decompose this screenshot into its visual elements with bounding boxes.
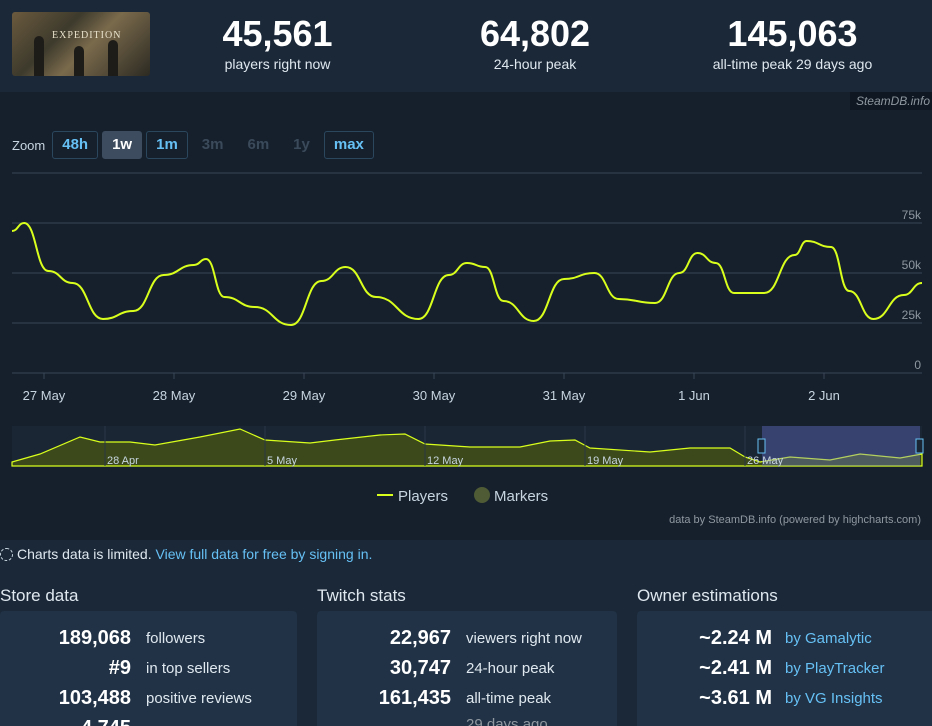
legend-markers-label[interactable]: Markers	[494, 488, 548, 505]
row-value: 189,068	[58, 627, 131, 649]
stat-all-time-peak: 145,063 all-time peak 29 days ago	[690, 13, 895, 73]
list-item: 22,967 viewers right now	[317, 627, 617, 657]
row-label: in top sellers	[146, 660, 231, 677]
zoom-6m-button[interactable]: 6m	[247, 136, 270, 153]
x-tick-label: 30 May	[413, 388, 456, 403]
steamdb-source-tag[interactable]: SteamDB.info	[849, 92, 932, 110]
stat-label: players right now	[224, 56, 331, 72]
stat-label: all-time peak 29 days ago	[712, 56, 873, 72]
list-item: 29 days ago	[317, 713, 617, 726]
x-tick-label: 28 May	[153, 388, 196, 403]
navigator-date-label: 28 Apr	[107, 455, 139, 467]
x-tick-label: 31 May	[543, 388, 586, 403]
x-tick-label: 2 Jun	[808, 388, 840, 403]
gamalytic-link[interactable]: by Gamalytic	[785, 630, 872, 647]
navigator-date-label: 26 May	[747, 455, 784, 467]
stat-current-players: 45,561 players right now	[195, 13, 360, 73]
list-item: 161,435 all-time peak	[317, 687, 617, 717]
y-tick-label: 75k	[902, 208, 922, 222]
row-value: 4,745	[81, 717, 131, 726]
row-value: 161,435	[378, 687, 451, 709]
players-series-line[interactable]	[11, 221, 923, 327]
x-tick-label: 29 May	[283, 388, 326, 403]
y-tick-label: 50k	[902, 258, 922, 272]
zoom-48h-button[interactable]: 48h	[52, 131, 99, 159]
row-label: 24-hour peak	[466, 660, 555, 677]
y-tick-label: 25k	[902, 308, 922, 322]
row-label: positive reviews	[146, 690, 252, 707]
navigator-series-area	[11, 428, 923, 467]
thumbnail-title: EXPEDITION	[52, 30, 122, 41]
game-thumbnail[interactable]: EXPEDITION	[12, 12, 150, 76]
x-tick-label: 1 Jun	[678, 388, 710, 403]
zoom-1y-button[interactable]: 1y	[293, 136, 310, 153]
zoom-3m-button[interactable]: 3m	[201, 136, 224, 153]
twitch-stats-box: 22,967 viewers right now 30,747 24-hour …	[317, 611, 617, 726]
thumbnail-figure	[74, 46, 84, 76]
loading-circle-icon	[0, 548, 13, 561]
row-label: all-time peak	[466, 690, 552, 707]
legend-markers-swatch[interactable]	[474, 487, 490, 503]
stat-label: 24-hour peak	[493, 56, 577, 72]
stat-value: 64,802	[479, 13, 591, 54]
list-item: 30,747 24-hour peak	[317, 657, 617, 687]
player-chart-panel: 75k 50k 25k 0 27 May 28 May 29 May 30 May 31 May…	[0, 92, 932, 540]
player-chart[interactable]: 75k 50k 25k 0 27 May 28 May 29 May 30 May 31 May…	[0, 92, 932, 540]
row-label: viewers right now	[466, 630, 582, 647]
charts-limited-notice: Charts data is limited. View full data f…	[0, 546, 372, 562]
navigator-left-handle[interactable]	[757, 438, 766, 454]
thumbnail-figure	[108, 40, 118, 76]
x-tick-label: 27 May	[23, 388, 66, 403]
zoom-1w-button[interactable]: 1w	[102, 131, 143, 159]
list-item: ~2.41 M by PlayTracker	[637, 657, 932, 687]
owner-estimations-title: Owner estimations	[637, 586, 778, 605]
navigator-date-label: 12 May	[427, 455, 464, 467]
sign-in-link[interactable]: View full data for free by signing in.	[155, 546, 373, 562]
stat-value: 145,063	[727, 13, 858, 54]
legend-players-label[interactable]: Players	[398, 488, 448, 505]
row-label: followers	[146, 630, 206, 647]
navigator-right-handle[interactable]	[915, 438, 924, 454]
row-value: ~2.41 M	[699, 657, 772, 679]
row-value: #9	[108, 657, 131, 679]
notice-text: Charts data is limited.	[17, 546, 156, 562]
row-value: 30,747	[389, 657, 451, 679]
navigator-selection[interactable]	[762, 426, 920, 466]
row-value: ~2.24 M	[699, 627, 772, 649]
owner-estimations-box: ~2.24 M by Gamalytic ~2.41 M by PlayTrac…	[637, 611, 932, 726]
list-item: 189,068 followers	[0, 627, 297, 657]
stat-24h-peak: 64,802 24-hour peak	[450, 13, 620, 73]
row-label: 29 days ago	[466, 716, 548, 726]
zoom-controls: Zoom 48h 1w 1m 3m 6m 1y max	[12, 131, 378, 159]
list-item: ~2.24 M by Gamalytic	[637, 627, 932, 657]
list-item: #9 in top sellers	[0, 657, 297, 687]
list-item: 103,488 positive reviews	[0, 687, 297, 717]
navigator-date-label: 19 May	[587, 455, 624, 467]
zoom-label: Zoom	[12, 137, 46, 153]
vginsights-link[interactable]: by VG Insights	[785, 690, 883, 707]
store-data-title: Store data	[0, 586, 79, 605]
list-item: ~3.61 M by VG Insights	[637, 687, 932, 717]
row-value: ~3.61 M	[699, 687, 772, 709]
stat-value: 45,561	[222, 13, 333, 54]
stats-header: EXPEDITION 45,561 players right now 64,8…	[0, 0, 932, 92]
row-value: 103,488	[58, 687, 131, 709]
twitch-stats-title: Twitch stats	[317, 586, 406, 605]
thumbnail-figure	[34, 36, 44, 76]
chart-credits[interactable]: data by SteamDB.info (powered by highcha…	[669, 514, 921, 526]
y-tick-label: 0	[914, 358, 921, 372]
zoom-1m-button[interactable]: 1m	[146, 131, 188, 159]
store-data-box: 189,068 followers #9 in top sellers 103,…	[0, 611, 297, 726]
zoom-max-button[interactable]: max	[323, 131, 374, 159]
list-item: 4,745	[0, 717, 297, 726]
row-value: 22,967	[389, 627, 451, 649]
navigator-date-label: 5 May	[267, 455, 297, 467]
playtracker-link[interactable]: by PlayTracker	[785, 660, 885, 677]
